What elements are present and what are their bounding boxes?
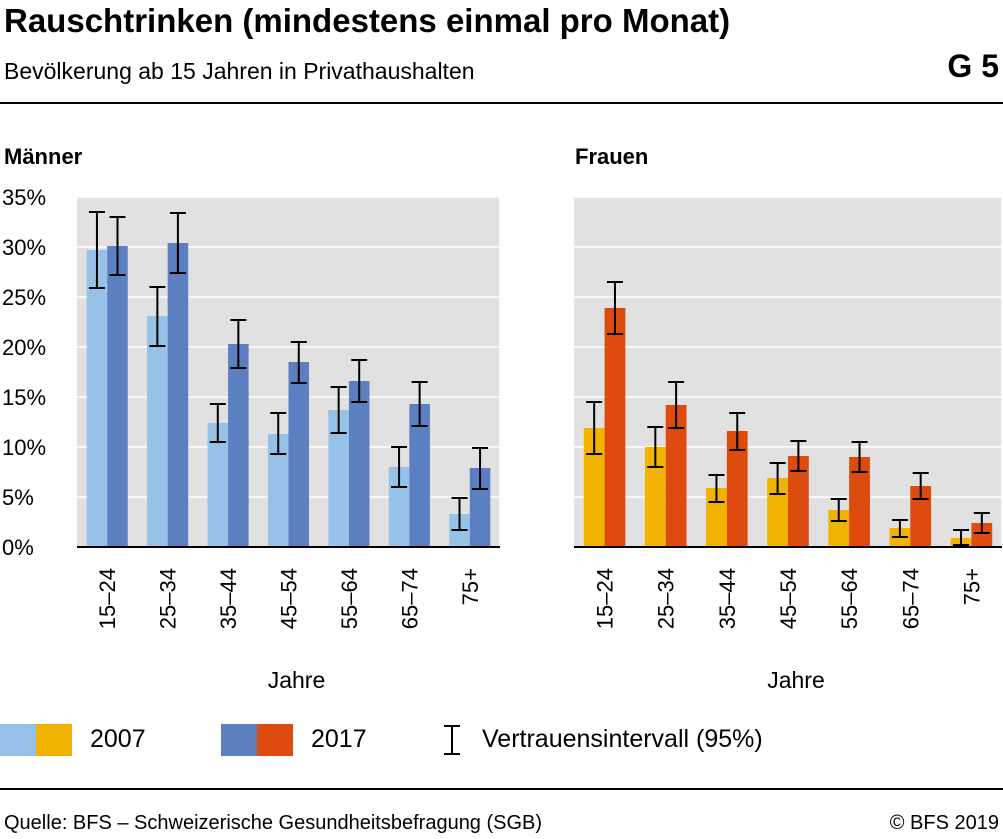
bar-men-2007-3 [267, 434, 289, 547]
y-tick-label: 25% [2, 285, 46, 310]
bar-women-2017-1 [665, 405, 687, 547]
bar-women-2007-3 [767, 478, 788, 547]
bar-men-2007-4 [328, 410, 349, 547]
bar-women-2017-6 [971, 523, 993, 547]
copyright-note: © BFS 2019 [889, 812, 999, 834]
legend-swatch-women-2007 [36, 724, 72, 756]
y-tick-label: 15% [2, 385, 46, 410]
bar-women-2017-2 [726, 431, 748, 547]
legend-label-2017: 2017 [311, 725, 367, 753]
legend-swatch-men-2007 [0, 724, 36, 756]
x-tick-label-women: 15–24 [593, 568, 618, 629]
bar-men-2017-3 [288, 362, 310, 547]
bar-women-2017-3 [788, 456, 809, 547]
x-tick-label-men: 35–44 [216, 568, 241, 629]
bar-women-2017-5 [910, 486, 932, 547]
bar-men-2017-4 [348, 381, 370, 547]
bar-men-2017-0 [107, 246, 128, 547]
y-tick-label: 35% [2, 185, 46, 210]
x-axis-title-men: Jahre [268, 667, 326, 693]
bar-women-2007-0 [583, 428, 605, 547]
legend-label-ci: Vertrauensintervall (95%) [482, 725, 763, 753]
footer-divider [0, 788, 1003, 790]
confidence-interval-icon [444, 725, 460, 755]
panel-title-men: Männer [4, 144, 83, 169]
bar-men-2017-6 [469, 468, 491, 547]
legend-swatch-men-2017 [221, 724, 257, 756]
x-axis-title-women: Jahre [767, 667, 825, 693]
x-tick-label-women: 65–74 [898, 568, 923, 629]
bar-men-2017-1 [167, 243, 189, 547]
x-tick-label-men: 45–54 [277, 568, 302, 629]
y-tick-label: 0% [2, 535, 34, 560]
bar-men-2017-2 [228, 344, 249, 547]
chart-canvas: 0% 5% 10% 15% 20% 25% 30% 35% 15–24 25–34 35–44 45–… [2, 185, 1003, 693]
y-tick-label: 10% [2, 435, 46, 460]
x-tick-label-men: 55–64 [337, 568, 362, 629]
bar-women-2017-4 [849, 457, 870, 547]
x-tick-label-women: 25–34 [654, 568, 679, 629]
x-tick-label-men: 65–74 [397, 568, 422, 629]
y-tick-label: 5% [2, 485, 34, 510]
panel-title-women: Frauen [575, 144, 649, 169]
chart-subtitle: Bevölkerung ab 15 Jahren in Privathausha… [4, 58, 475, 84]
y-tick-label: 20% [2, 335, 46, 360]
chart-code: G 5 [947, 48, 999, 84]
legend-swatch-women-2017 [257, 724, 293, 756]
header-divider [0, 102, 1003, 104]
legend-label-2007: 2007 [90, 725, 146, 753]
x-tick-label-men: 75+ [458, 568, 483, 605]
chart-title: Rauschtrinken (mindestens einmal pro Mon… [4, 2, 731, 39]
bar-women-2007-1 [644, 447, 666, 547]
x-tick-label-women: 35–44 [715, 568, 740, 629]
bar-men-2007-0 [86, 250, 108, 547]
bar-men-2007-1 [147, 316, 168, 547]
x-tick-label-women: 75+ [959, 568, 984, 605]
x-tick-label-men: 25–34 [156, 568, 181, 629]
x-tick-label-men: 15–24 [95, 568, 120, 629]
bar-men-2017-5 [409, 404, 430, 547]
bar-women-2017-0 [604, 308, 626, 547]
y-tick-label: 30% [2, 235, 46, 260]
x-tick-label-women: 55–64 [837, 568, 862, 629]
x-tick-label-women: 45–54 [776, 568, 801, 629]
bar-men-2007-2 [207, 423, 229, 547]
source-note: Quelle: BFS – Schweizerische Gesundheits… [4, 812, 543, 834]
bar-women-2007-4 [828, 510, 850, 547]
